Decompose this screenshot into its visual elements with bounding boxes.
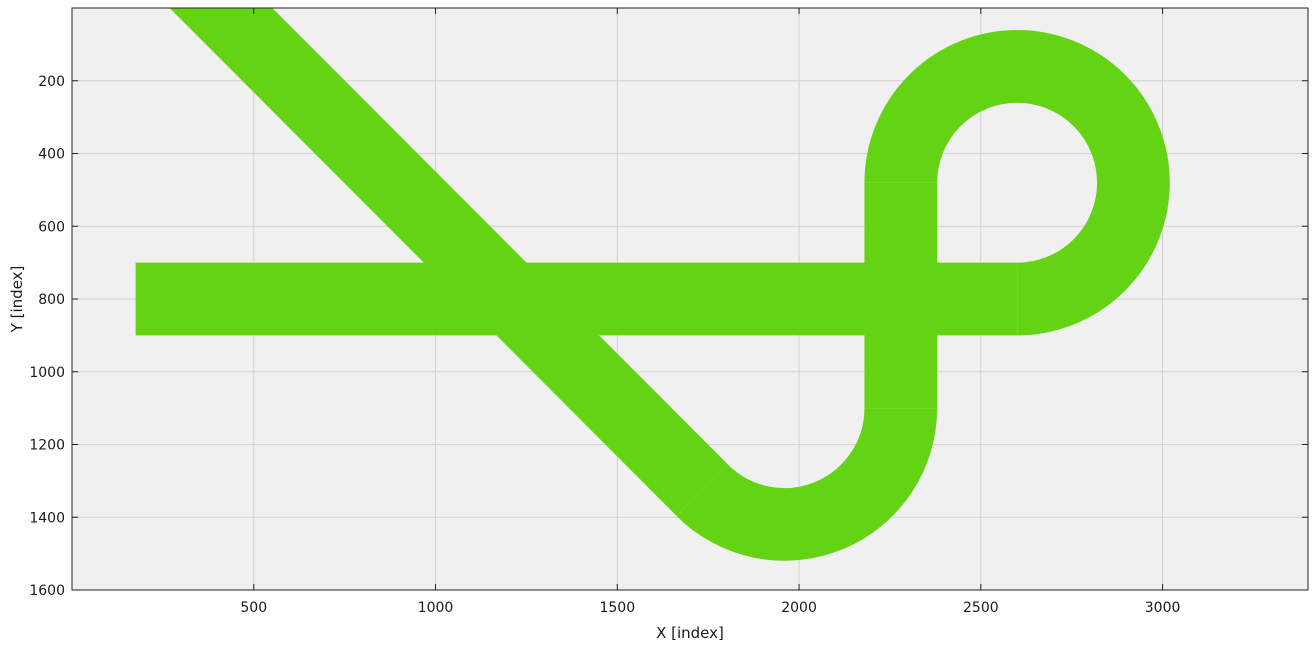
y-tick-label: 1600 — [29, 583, 65, 599]
track-shape — [135, 8, 1170, 561]
x-tick-label: 3000 — [1145, 600, 1181, 616]
track-segment-lower-curve — [676, 406, 938, 561]
x-tick-label: 500 — [240, 600, 267, 616]
track-segment-upper-loop — [864, 30, 1170, 336]
x-tick-label: 2000 — [781, 600, 817, 616]
x-axis-ticks: 500 1000 1500 2000 2500 3000 — [240, 8, 1180, 616]
x-axis-label: X [index] — [656, 624, 724, 642]
y-tick-label: 400 — [38, 147, 65, 163]
y-tick-label: 600 — [38, 219, 65, 235]
y-tick-label: 800 — [38, 292, 65, 308]
x-tick-label: 1000 — [418, 600, 454, 616]
y-tick-label: 1000 — [29, 365, 65, 381]
y-tick-label: 1400 — [29, 510, 65, 526]
y-axis-label: Y [index] — [8, 266, 26, 334]
y-axis-ticks: 200 400 600 800 1000 1200 1400 1600 — [29, 74, 1308, 599]
x-tick-label: 1500 — [599, 600, 635, 616]
track-segment-diagonal-straight — [169, 8, 729, 516]
y-tick-label: 1200 — [29, 438, 65, 454]
x-tick-label: 2500 — [963, 600, 999, 616]
y-tick-label: 200 — [38, 74, 65, 90]
